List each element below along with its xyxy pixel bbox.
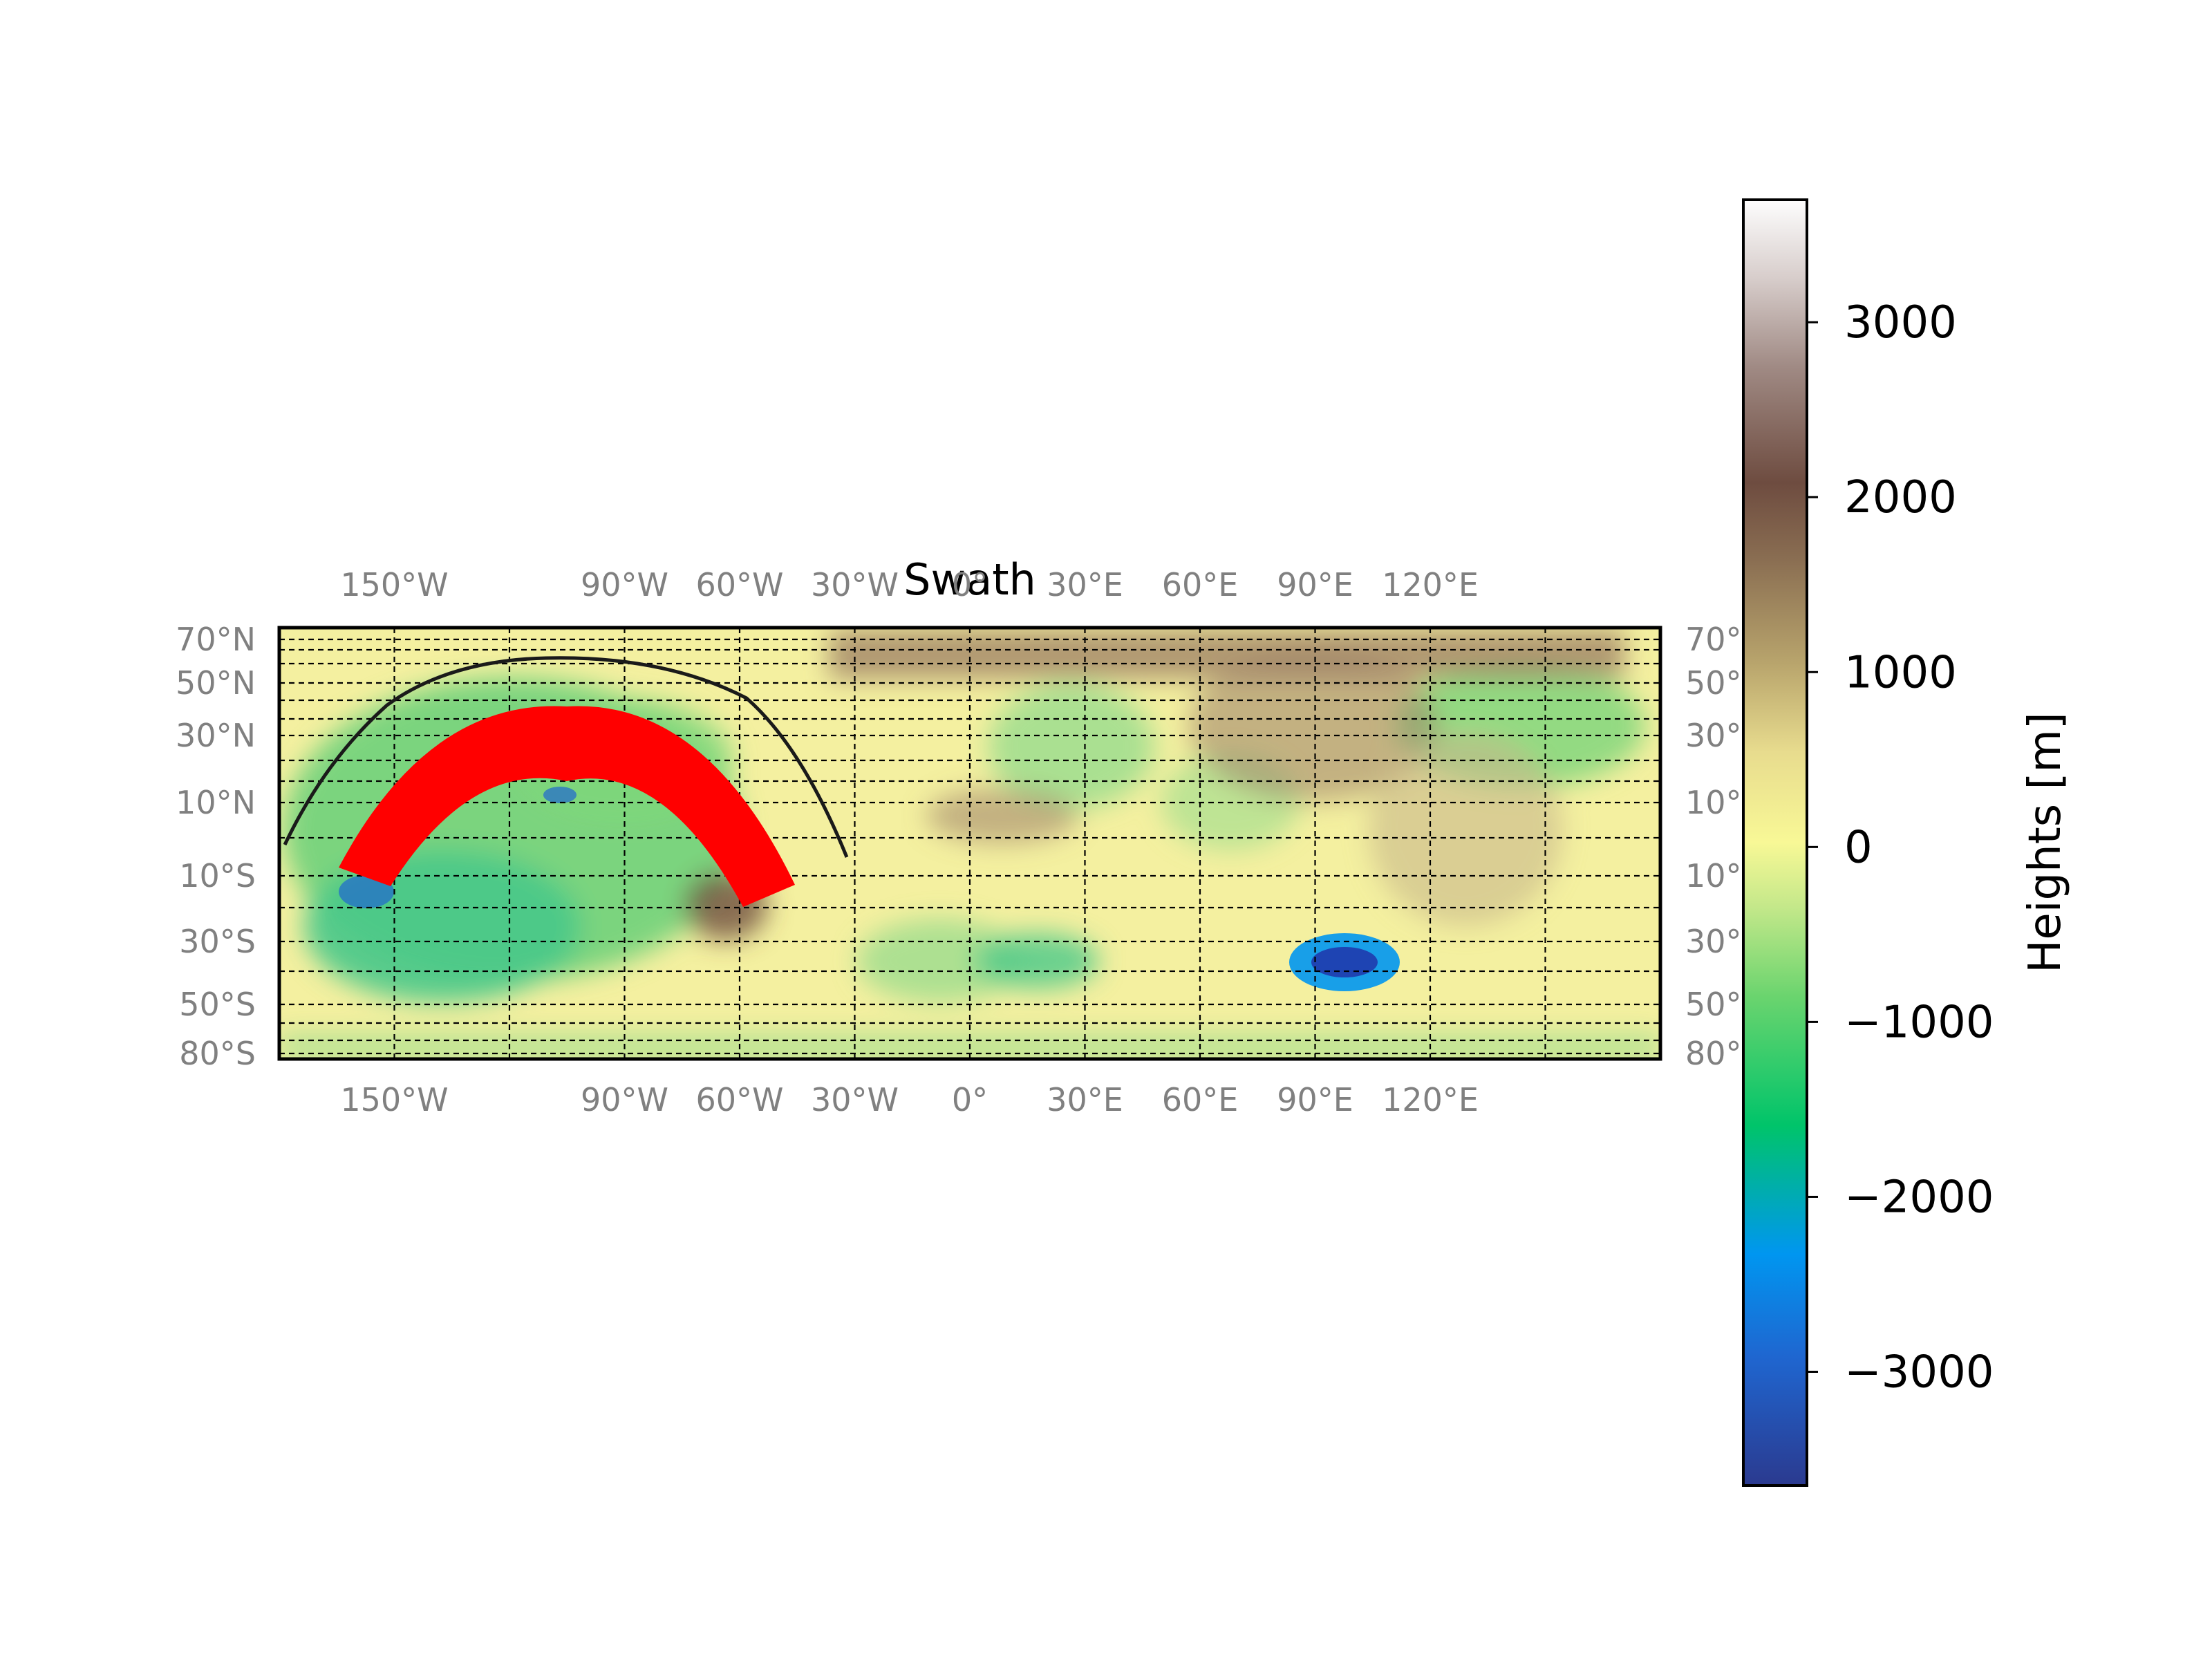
longitude-label-top: 90°W	[581, 566, 668, 603]
colorbar-label: Heights [m]	[2020, 712, 2071, 973]
longitude-label-bottom: 30°E	[1047, 1081, 1123, 1118]
latitude-label-left: 50°S	[179, 986, 256, 1023]
colorbar: 3000 2000 1000 0 −1000 −2000 −3000 Heights [m]	[1742, 198, 2071, 1487]
latitude-label-left: 30°N	[176, 717, 256, 754]
longitude-labels-top: 150°W 90°W 60°W 30°W 0° 30°E 60°E 90°E 120°E	[340, 566, 1479, 603]
latitude-label-left: 80°S	[179, 1035, 256, 1072]
latitude-labels-left: 70°N 50°N 30°N 10°N 10°S 30°S 50°S 80°S	[176, 621, 256, 1072]
map-frame	[277, 626, 1662, 1061]
overlays	[283, 656, 849, 907]
latitude-label-left: 10°S	[179, 857, 256, 894]
colorbar-ticks: 3000 2000 1000 0 −1000 −2000 −3000	[1807, 297, 1994, 1398]
colorbar-tick-label: −2000	[1844, 1172, 1994, 1223]
map-title: Swath	[903, 554, 1036, 605]
longitude-label-bottom: 30°W	[811, 1081, 899, 1118]
longitude-label-top: 120°E	[1382, 566, 1479, 603]
longitude-label-bottom: 60°W	[695, 1081, 783, 1118]
longitude-label-top: 60°E	[1162, 566, 1239, 603]
longitude-label-bottom: 90°W	[581, 1081, 668, 1118]
longitude-label-top: 0°	[952, 566, 988, 603]
longitude-label-bottom: 150°W	[340, 1081, 448, 1118]
colorbar-tick-label: −1000	[1844, 997, 1994, 1048]
colorbar-tick-label: −3000	[1844, 1347, 1994, 1398]
ground-track-line	[283, 656, 849, 858]
colorbar-tick-label: 2000	[1844, 472, 1957, 523]
colorbar-tick-label: 0	[1844, 822, 1873, 873]
latitude-label-left: 50°N	[176, 664, 256, 702]
longitude-label-top: 30°W	[811, 566, 899, 603]
longitude-label-top: 90°E	[1277, 566, 1353, 603]
map-panel: 150°W 90°W 60°W 30°W 0° 30°E 60°E 90°E 120°E 150…	[176, 566, 1765, 1118]
longitude-labels-bottom: 150°W 90°W 60°W 30°W 0° 30°E 60°E 90°E 120°E	[340, 1081, 1479, 1118]
swath-band	[339, 706, 795, 907]
latitude-label-left: 30°S	[179, 923, 256, 960]
longitude-label-top: 60°W	[695, 566, 783, 603]
colorbar-tick-label: 3000	[1844, 297, 1957, 348]
longitude-label-bottom: 90°E	[1277, 1081, 1353, 1118]
latitude-label-left: 10°N	[176, 784, 256, 821]
longitude-label-bottom: 120°E	[1382, 1081, 1479, 1118]
latitude-label-left: 70°N	[176, 621, 256, 658]
longitude-label-bottom: 0°	[952, 1081, 988, 1118]
longitude-label-top: 30°E	[1047, 566, 1123, 603]
longitude-label-bottom: 60°E	[1162, 1081, 1239, 1118]
colorbar-gradient	[1742, 198, 1808, 1487]
colorbar-tick-label: 1000	[1844, 647, 1957, 698]
longitude-label-top: 150°W	[340, 566, 448, 603]
